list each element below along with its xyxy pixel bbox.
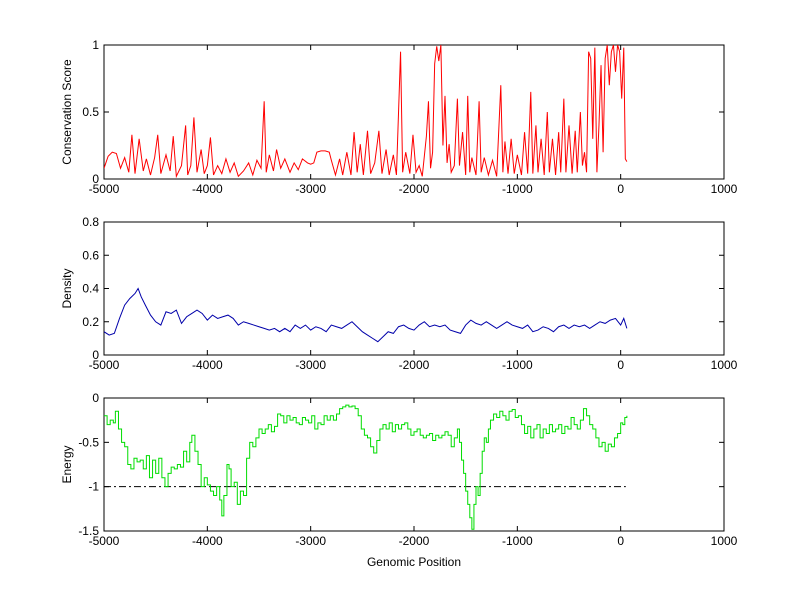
energy-x-tick-label: 0 <box>617 534 624 548</box>
energy-x-tick-label: -3000 <box>295 534 326 548</box>
conservation-y-axis-label: Conservation Score <box>60 59 74 165</box>
conservation-x-tick-label: 0 <box>617 182 624 196</box>
conservation-y-tick-label: 0 <box>92 172 99 186</box>
conservation-series-line <box>104 45 628 179</box>
density-y-tick-label: 0.8 <box>82 215 99 229</box>
density-panel: -5000 -4000 -3000 -2000 -1000 0 1000 0 0.2 0.4 0.6… <box>60 215 738 372</box>
conservation-x-tick-label: -4000 <box>192 182 223 196</box>
energy-x-tick-label: -1000 <box>502 534 533 548</box>
density-series-line <box>104 287 628 343</box>
energy-x-tick-label: -4000 <box>192 534 223 548</box>
energy-y-tick-label: -1 <box>88 480 99 494</box>
density-x-tick-label: 0 <box>617 358 624 372</box>
conservation-y-tick-label: 0.5 <box>82 105 99 119</box>
density-y-tick-label: 0.2 <box>82 315 99 329</box>
energy-panel: -5000 -4000 -3000 -2000 -1000 0 1000 -1.5 -1 -0.5… <box>60 391 738 569</box>
density-y-tick-label: 0 <box>92 348 99 362</box>
energy-x-axis-label: Genomic Position <box>367 555 461 569</box>
density-x-tick-label: -1000 <box>502 358 533 372</box>
conservation-score-panel: -5000 -4000 -3000 -2000 -1000 0 1000 0 0.5 1 Conse… <box>60 38 738 196</box>
conservation-x-tick-label: -2000 <box>399 182 430 196</box>
energy-y-tick-label: -1.5 <box>78 524 99 538</box>
conservation-y-tick-label: 1 <box>92 38 99 52</box>
energy-y-tick-label: -0.5 <box>78 435 99 449</box>
energy-x-tick-label: -2000 <box>399 534 430 548</box>
density-x-tick-label: -3000 <box>295 358 326 372</box>
conservation-x-tick-label: -3000 <box>295 182 326 196</box>
density-x-tick-label: 1000 <box>711 358 738 372</box>
energy-y-axis-label: Energy <box>60 445 74 483</box>
density-y-tick-label: 0.6 <box>82 248 99 262</box>
energy-series-line <box>104 404 628 530</box>
density-x-tick-label: -4000 <box>192 358 223 372</box>
density-axes-box <box>103 221 725 356</box>
density-x-tick-label: -2000 <box>399 358 430 372</box>
density-y-axis-label: Density <box>60 268 74 308</box>
conservation-x-tick-label: -5000 <box>89 182 120 196</box>
energy-y-tick-label: 0 <box>92 391 99 405</box>
conservation-x-tick-label: -1000 <box>502 182 533 196</box>
energy-x-tick-label: -5000 <box>89 534 120 548</box>
energy-axes-box <box>103 397 725 532</box>
density-x-tick-label: -5000 <box>89 358 120 372</box>
energy-x-tick-label: 1000 <box>711 534 738 548</box>
density-y-tick-label: 0.4 <box>82 282 99 296</box>
conservation-axes-box <box>103 44 725 180</box>
conservation-x-tick-label: 1000 <box>711 182 738 196</box>
